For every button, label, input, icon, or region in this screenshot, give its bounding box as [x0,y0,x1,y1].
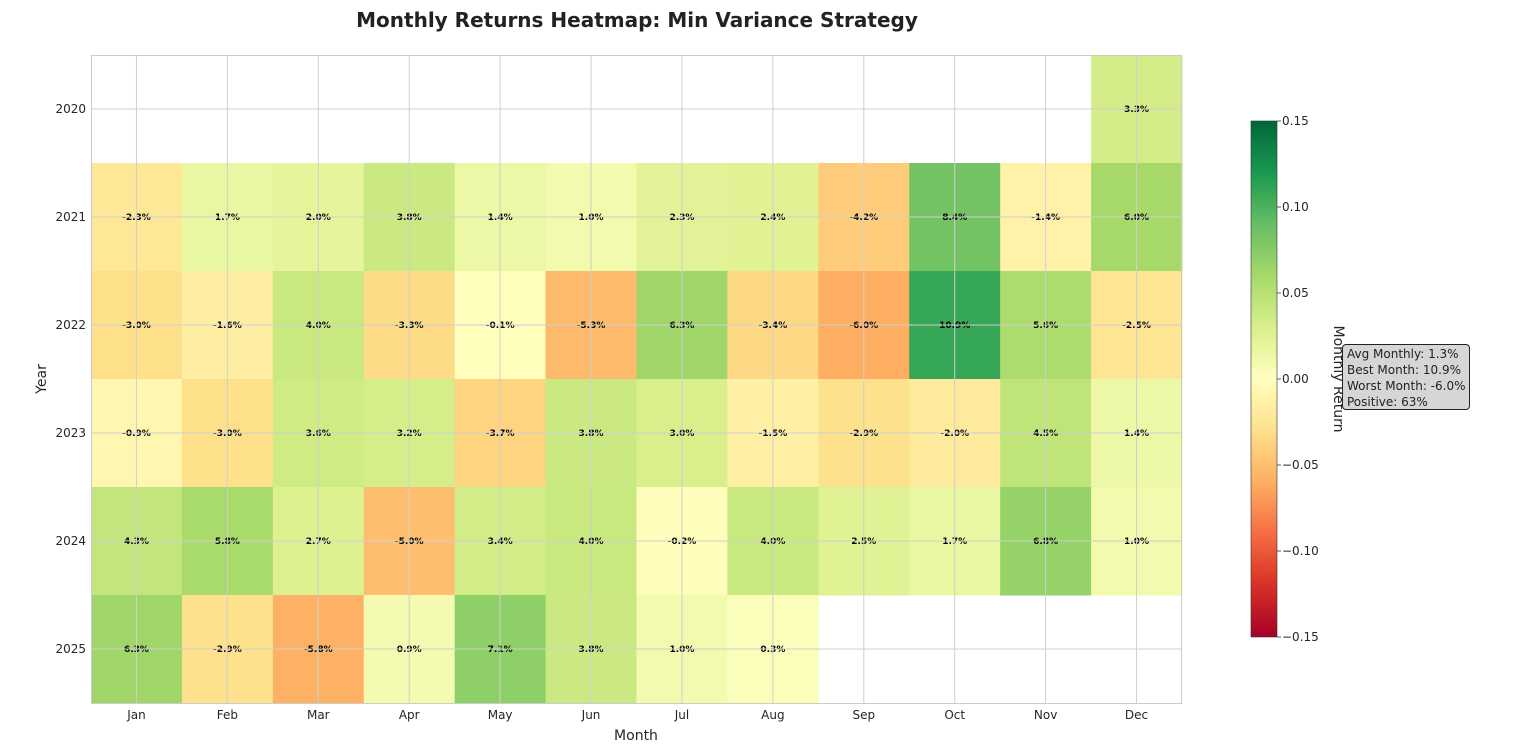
chart-title: Monthly Returns Heatmap: Min Variance St… [356,8,918,32]
heatmap-cells: 3.3%-2.3% 1.7% 2.0% 3.8% 1.4% 1.0% 2.3% 2.4% -4.… [91,55,1183,704]
colorbar-tick-label: 0.15 [1282,114,1309,128]
colorbar-tick-label: 0.05 [1282,286,1309,300]
y-tick-labels: 2020 2021 2022 2023 2024 2025 [55,102,86,656]
x-tick-label: Apr [399,708,420,722]
colorbar-tick-label: 0.00 [1282,372,1309,386]
x-tick-label: May [488,708,513,722]
colorbar-gradient [1250,120,1278,638]
colorbar-tick-label: −0.05 [1282,458,1319,472]
grid-lines [91,55,1182,703]
y-tick-label: 2022 [55,318,86,332]
x-tick-label: Feb [217,708,238,722]
x-tick-label: Jun [581,708,601,722]
x-axis-label: Month [614,728,658,744]
x-tick-label: Sep [852,708,875,722]
x-tick-label: Oct [944,708,965,722]
x-tick-label: Dec [1125,708,1148,722]
stats-box: Avg Monthly: 1.3% Best Month: 10.9% Wors… [1342,344,1470,410]
colorbar-tick-label: −0.10 [1282,544,1319,558]
y-tick-label: 2023 [55,426,86,440]
y-tick-label: 2024 [55,534,86,548]
y-tick-label: 2020 [55,102,86,116]
colorbar-tick-label: 0.10 [1282,200,1309,214]
y-tick-label: 2021 [55,210,86,224]
stat-avg-monthly: Avg Monthly: 1.3% [1347,347,1459,361]
x-tick-label: Jan [126,708,146,722]
x-tick-label: Nov [1034,708,1057,722]
stat-worst-month: Worst Month: -6.0% [1347,379,1466,393]
x-tick-label: Aug [761,708,784,722]
x-tick-label: Mar [307,708,330,722]
plot-frame [91,55,1182,704]
stat-positive: Positive: 63% [1347,395,1428,409]
colorbar-tick-label: −0.15 [1282,630,1319,644]
x-tick-labels: Jan Feb Mar Apr May Jun Jul Aug Sep Oct Nov Dec [126,708,1148,722]
colorbar: 0.15 0.10 0.05 0.00 −0.05 −0.10 −0.15 [1250,114,1319,644]
y-axis-label: Year [34,364,50,395]
x-tick-label: Jul [674,708,689,722]
stat-best-month: Best Month: 10.9% [1347,363,1461,377]
y-tick-label: 2025 [55,642,86,656]
